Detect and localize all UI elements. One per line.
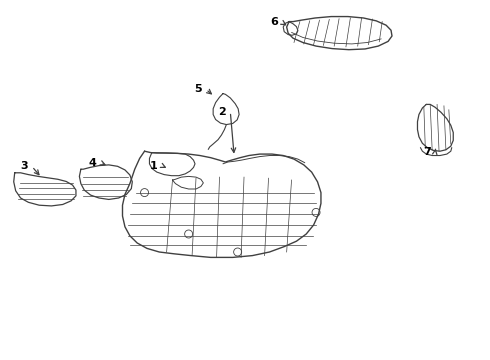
Text: 6: 6 [270,17,278,27]
Text: 7: 7 [423,147,431,157]
Text: 3: 3 [20,161,28,171]
Text: 1: 1 [150,161,158,171]
Text: 4: 4 [89,158,97,168]
Text: 5: 5 [194,84,202,94]
Text: 2: 2 [219,107,226,117]
